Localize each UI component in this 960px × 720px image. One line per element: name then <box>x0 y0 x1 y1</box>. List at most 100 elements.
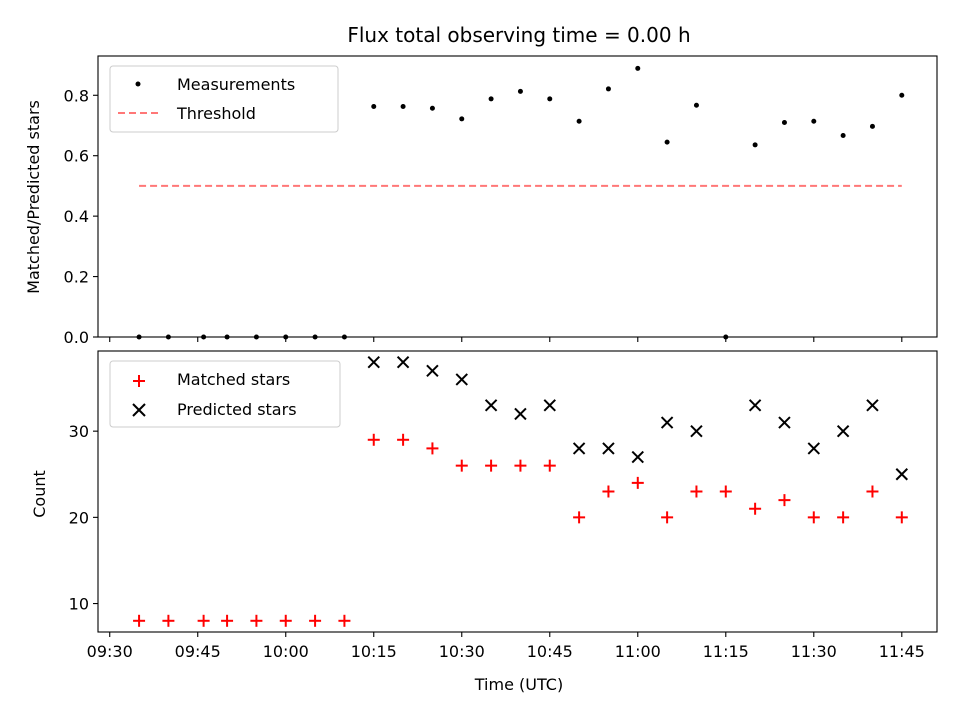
matched-stars-point <box>895 511 908 524</box>
matched-stars-point <box>133 614 146 627</box>
x-tick-label: 11:00 <box>615 642 661 661</box>
measurement-point <box>635 65 641 71</box>
measurement-point <box>400 103 406 109</box>
x-tick-label: 09:30 <box>87 642 133 661</box>
measurement-point <box>693 102 699 108</box>
predicted-stars-point <box>455 373 468 386</box>
matched-stars-point <box>367 433 380 446</box>
measurement-point <box>488 96 494 102</box>
measurement-point <box>605 86 611 92</box>
predicted-stars-point <box>631 450 644 464</box>
measurement-point <box>429 105 435 111</box>
ratio-legend: Measurements Threshold <box>109 65 339 133</box>
count-axes: 10 20 30 09:30 09:45 10:00 10:15 10:30 10:45 11:0… <box>30 350 938 694</box>
measurement-point <box>811 118 817 124</box>
predicted-stars-point <box>807 442 820 455</box>
matched-stars-point <box>162 614 175 627</box>
matched-stars-series <box>133 433 908 627</box>
legend-measurements-label: Measurements <box>177 75 295 94</box>
matched-stars-point <box>221 614 234 627</box>
predicted-stars-point <box>778 416 791 429</box>
matched-stars-point <box>485 459 498 472</box>
x-axis-label: Time (UTC) <box>474 675 563 694</box>
measurement-point <box>371 103 377 109</box>
measurement-point <box>664 139 670 145</box>
matched-stars-point <box>866 485 879 498</box>
predicted-stars-point <box>543 399 556 412</box>
legend-measurements-marker <box>135 81 141 87</box>
ratio-y-axis-label: Matched/Predicted stars <box>24 100 43 294</box>
ratio-y-tick-label: 0.0 <box>64 328 89 347</box>
predicted-stars-point <box>367 355 380 369</box>
matched-stars-point <box>426 442 439 455</box>
matched-stars-point <box>543 459 556 472</box>
matched-stars-point <box>602 485 615 498</box>
predicted-stars-point <box>426 364 439 378</box>
x-tick-label: 10:30 <box>439 642 485 661</box>
x-tick-label: 10:45 <box>527 642 573 661</box>
count-y-axis-label: Count <box>30 470 49 518</box>
legend-matched-label: Matched stars <box>177 370 290 389</box>
matched-stars-point <box>197 614 210 627</box>
matched-stars-point <box>338 614 351 627</box>
ratio-y-tick-label: 0.8 <box>64 86 89 105</box>
legend-predicted-label: Predicted stars <box>177 400 297 419</box>
measurement-point <box>899 92 905 98</box>
ratio-y-tick-label: 0.4 <box>64 207 89 226</box>
predicted-stars-point <box>572 442 586 455</box>
predicted-stars-point <box>895 468 909 481</box>
matched-stars-point <box>837 511 850 524</box>
ratio-axes: Flux total observing time = 0.00 h 0.0 0.… <box>24 23 938 347</box>
predicted-stars-point <box>836 424 850 438</box>
legend-matched-marker <box>133 375 145 387</box>
matched-stars-point <box>279 614 292 627</box>
measurement-point <box>840 132 846 138</box>
ratio-y-tick-label: 0.6 <box>64 147 89 166</box>
measurement-point <box>869 123 875 129</box>
matched-stars-point <box>250 614 263 627</box>
predicted-stars-point <box>690 424 703 438</box>
x-tick-label: 10:00 <box>263 642 309 661</box>
legend-threshold-label: Threshold <box>176 104 256 123</box>
matched-stars-point <box>749 502 762 515</box>
matched-stars-point <box>455 459 468 472</box>
matched-stars-point <box>778 494 791 507</box>
matched-stars-point <box>397 433 410 446</box>
ratio-y-tick-label: 0.2 <box>64 268 89 287</box>
count-y-tick-label: 30 <box>69 422 89 441</box>
matched-stars-point <box>631 476 644 489</box>
matched-stars-point <box>719 485 732 498</box>
predicted-stars-point <box>660 416 674 429</box>
predicted-stars-point <box>748 399 762 412</box>
predicted-stars-point <box>484 399 498 412</box>
x-tick-label: 11:15 <box>703 642 749 661</box>
count-axes-frame <box>97 350 938 633</box>
measurement-point <box>547 96 553 102</box>
legend-predicted-marker <box>132 403 146 417</box>
matched-stars-point <box>661 511 674 524</box>
matched-stars-point <box>573 511 586 524</box>
x-tick-label: 11:30 <box>791 642 837 661</box>
measurement-point <box>517 88 523 94</box>
ratio-axes-frame <box>97 55 938 338</box>
measurement-point <box>781 119 787 125</box>
count-y-tick-label: 20 <box>69 508 89 527</box>
measurement-point <box>459 116 465 122</box>
x-tick-label: 10:15 <box>351 642 397 661</box>
predicted-stars-point <box>396 355 410 369</box>
count-y-tick-label: 10 <box>69 595 89 614</box>
matched-stars-point <box>309 614 322 627</box>
predicted-stars-point <box>866 399 879 412</box>
x-tick-label: 11:45 <box>879 642 925 661</box>
matched-stars-point <box>807 511 820 524</box>
predicted-stars-point <box>602 442 615 455</box>
matched-stars-point <box>690 485 703 498</box>
matched-stars-point <box>514 459 527 472</box>
count-legend: Matched stars Predicted stars <box>109 360 341 428</box>
measurement-point <box>752 142 758 148</box>
measurement-point <box>576 118 582 124</box>
predicted-stars-series <box>367 355 909 481</box>
predicted-stars-point <box>514 407 527 421</box>
chart-title: Flux total observing time = 0.00 h <box>347 23 690 47</box>
